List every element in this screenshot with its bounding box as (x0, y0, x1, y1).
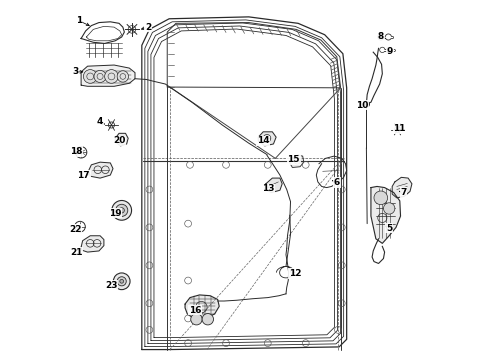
Circle shape (116, 204, 128, 216)
Text: 20: 20 (113, 136, 125, 145)
Circle shape (380, 47, 385, 53)
Text: 1: 1 (76, 16, 82, 25)
Circle shape (94, 70, 106, 82)
Text: 2: 2 (145, 23, 151, 32)
Text: 3: 3 (72, 67, 78, 76)
Text: 16: 16 (189, 306, 201, 315)
Circle shape (119, 208, 124, 213)
Circle shape (378, 34, 384, 40)
Polygon shape (371, 186, 400, 243)
Text: 23: 23 (105, 280, 118, 289)
Circle shape (364, 101, 369, 107)
Text: 19: 19 (109, 208, 122, 217)
Text: 18: 18 (70, 147, 82, 156)
Polygon shape (290, 156, 304, 167)
Text: 11: 11 (393, 124, 406, 133)
Polygon shape (265, 178, 282, 193)
Circle shape (384, 203, 395, 214)
Circle shape (113, 273, 130, 290)
Text: 21: 21 (70, 248, 82, 257)
Polygon shape (185, 295, 219, 319)
Circle shape (387, 47, 392, 53)
Text: 17: 17 (77, 171, 90, 180)
Polygon shape (258, 132, 276, 146)
Text: 13: 13 (262, 184, 275, 193)
Circle shape (83, 69, 97, 83)
Text: 5: 5 (386, 224, 392, 233)
Circle shape (112, 201, 132, 220)
Text: 6: 6 (334, 178, 340, 187)
Polygon shape (89, 162, 113, 178)
Polygon shape (115, 133, 128, 146)
Circle shape (117, 277, 126, 286)
Polygon shape (81, 65, 135, 86)
Text: 7: 7 (400, 188, 407, 197)
Polygon shape (392, 177, 412, 198)
Circle shape (105, 69, 118, 83)
Text: 14: 14 (257, 136, 270, 145)
Text: 12: 12 (289, 269, 301, 278)
Text: 10: 10 (356, 101, 368, 110)
Polygon shape (81, 236, 104, 252)
Circle shape (374, 191, 388, 204)
Circle shape (120, 279, 123, 283)
Text: 15: 15 (287, 156, 300, 165)
Text: 9: 9 (387, 46, 393, 55)
Circle shape (117, 71, 128, 82)
Circle shape (385, 34, 392, 40)
Circle shape (202, 314, 214, 325)
Text: 8: 8 (378, 32, 384, 41)
Text: 4: 4 (97, 117, 103, 126)
Circle shape (191, 314, 202, 325)
Text: 22: 22 (69, 225, 81, 234)
